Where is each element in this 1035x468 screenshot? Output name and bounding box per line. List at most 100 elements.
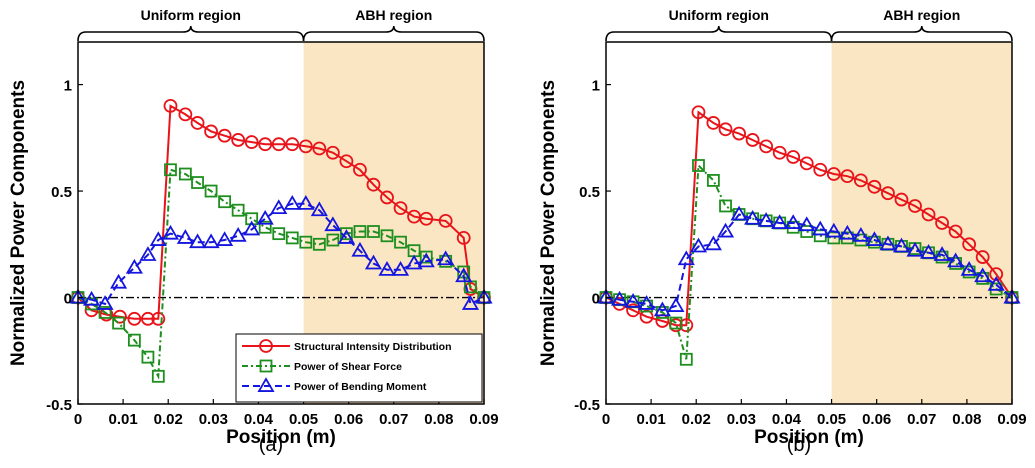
data-point-bending [405,254,423,270]
data-point-sid [393,201,408,215]
data-point-shear [178,167,192,181]
x-tick-label: 0.01 [109,411,138,428]
data-point-bending [892,237,911,253]
data-point-bending [933,246,951,261]
data-point-sid [298,139,313,154]
data-point-sid [691,105,706,120]
data-point-bending [391,261,410,276]
data-point-sid [190,116,205,130]
series-line-bending [77,202,485,306]
data-point-bending [811,220,829,236]
data-point-bending [798,216,816,232]
data-point-sid [881,186,895,201]
data-point-bending [757,212,775,227]
data-point-sid [908,199,922,213]
y-tick-label: -0.5 [46,397,72,414]
data-point-bending [161,224,180,240]
data-point-bending [974,267,992,283]
data-point-bending [730,205,748,221]
data-point-bending [176,229,194,244]
data-point-sid [840,169,855,184]
series-line-shear [77,168,485,380]
data-point-bending [653,301,671,317]
series-line-bending [605,213,1013,312]
series-line-shear [605,163,1013,360]
data-point-sid [380,190,394,205]
x-tick-label: 0.06 [862,411,891,428]
x-tick-label: 0.08 [424,411,453,428]
data-point-bending [337,229,355,244]
data-point-sid [626,303,640,318]
x-tick-label: 0.09 [997,411,1026,428]
legend-entry-label: Power of Shear Force [294,361,402,373]
data-point-bending [906,241,924,257]
data-point-sid [339,154,354,169]
data-point-bending [879,235,897,251]
data-point-bending [919,244,938,259]
data-point-shear [312,237,326,251]
data-point-bending [256,209,274,225]
data-point-bending [417,252,435,268]
x-tick-label: 0 [602,411,610,428]
data-point-sid [163,98,178,113]
data-point-sid [231,133,246,147]
data-point-sid [258,137,273,152]
data-point-bending [689,237,708,253]
data-point-sid [419,211,434,226]
data-point-bending [677,250,695,266]
data-point-sid [826,167,841,181]
x-tick-label: 0.08 [952,411,981,428]
data-point-shear [299,235,313,249]
data-point-bending [667,297,685,312]
x-tick-label: 0.05 [817,411,846,428]
legend-entry-label: Structural Intensity Distribution [294,341,452,353]
x-tick-label: 0 [74,411,82,428]
data-point-shear [719,199,732,213]
data-point-bending [987,275,1005,291]
region-brace [605,25,833,42]
data-point-bending [125,258,143,274]
uniform-region-label: Uniform region [669,7,769,23]
x-tick-label: 0.09 [469,411,498,428]
data-point-shear [191,176,204,189]
data-point-sid [679,318,694,333]
data-point-bending [825,222,843,238]
data-point-shear [151,369,165,383]
x-tick-label: 0.01 [637,411,666,428]
series-sid [599,105,1019,333]
data-point-bending [149,231,167,246]
panel-label: (a) [259,434,283,456]
data-point-shear [353,225,367,238]
data-point-shear [285,231,299,245]
data-point-bending [638,295,656,310]
chart-panel-a: 0 0.01 0.02 0.03 0.04 0.05 0.06 0.07 0.08 0.09 -0.… [8,7,499,456]
data-point-sid [759,139,774,154]
data-point-sid [732,126,746,141]
data-point-bending [624,292,642,308]
data-point-shear [669,316,683,330]
data-point-sid [772,145,787,160]
x-axis-label: Position (m) [754,427,864,448]
data-point-sid [962,237,977,252]
y-tick-label: 1 [592,78,600,95]
data-point-shear [367,225,380,238]
data-point-bending [960,261,978,276]
legend-swatch-marker [257,377,275,392]
x-tick-label: 0.02 [682,411,711,428]
data-point-shear [380,229,394,243]
data-point-bending [437,250,455,266]
data-point-shear [258,220,272,234]
data-point-sid [853,173,868,188]
chart-panel-b: 0 0.01 0.02 0.03 0.04 0.05 0.06 0.07 0.08 0.09 -0.… [538,7,1027,456]
data-point-sid [271,137,286,152]
data-point-bending [110,273,128,289]
x-tick-label: 0.05 [289,411,318,428]
plot-frame [605,41,1013,405]
y-tick-label: 1 [64,78,72,95]
data-point-bending [947,252,965,268]
x-tick-label: 0.02 [154,411,183,428]
uniform-region-label: Uniform region [141,7,241,23]
panel-label: (b) [787,434,811,456]
legend-swatch-marker [259,359,273,373]
